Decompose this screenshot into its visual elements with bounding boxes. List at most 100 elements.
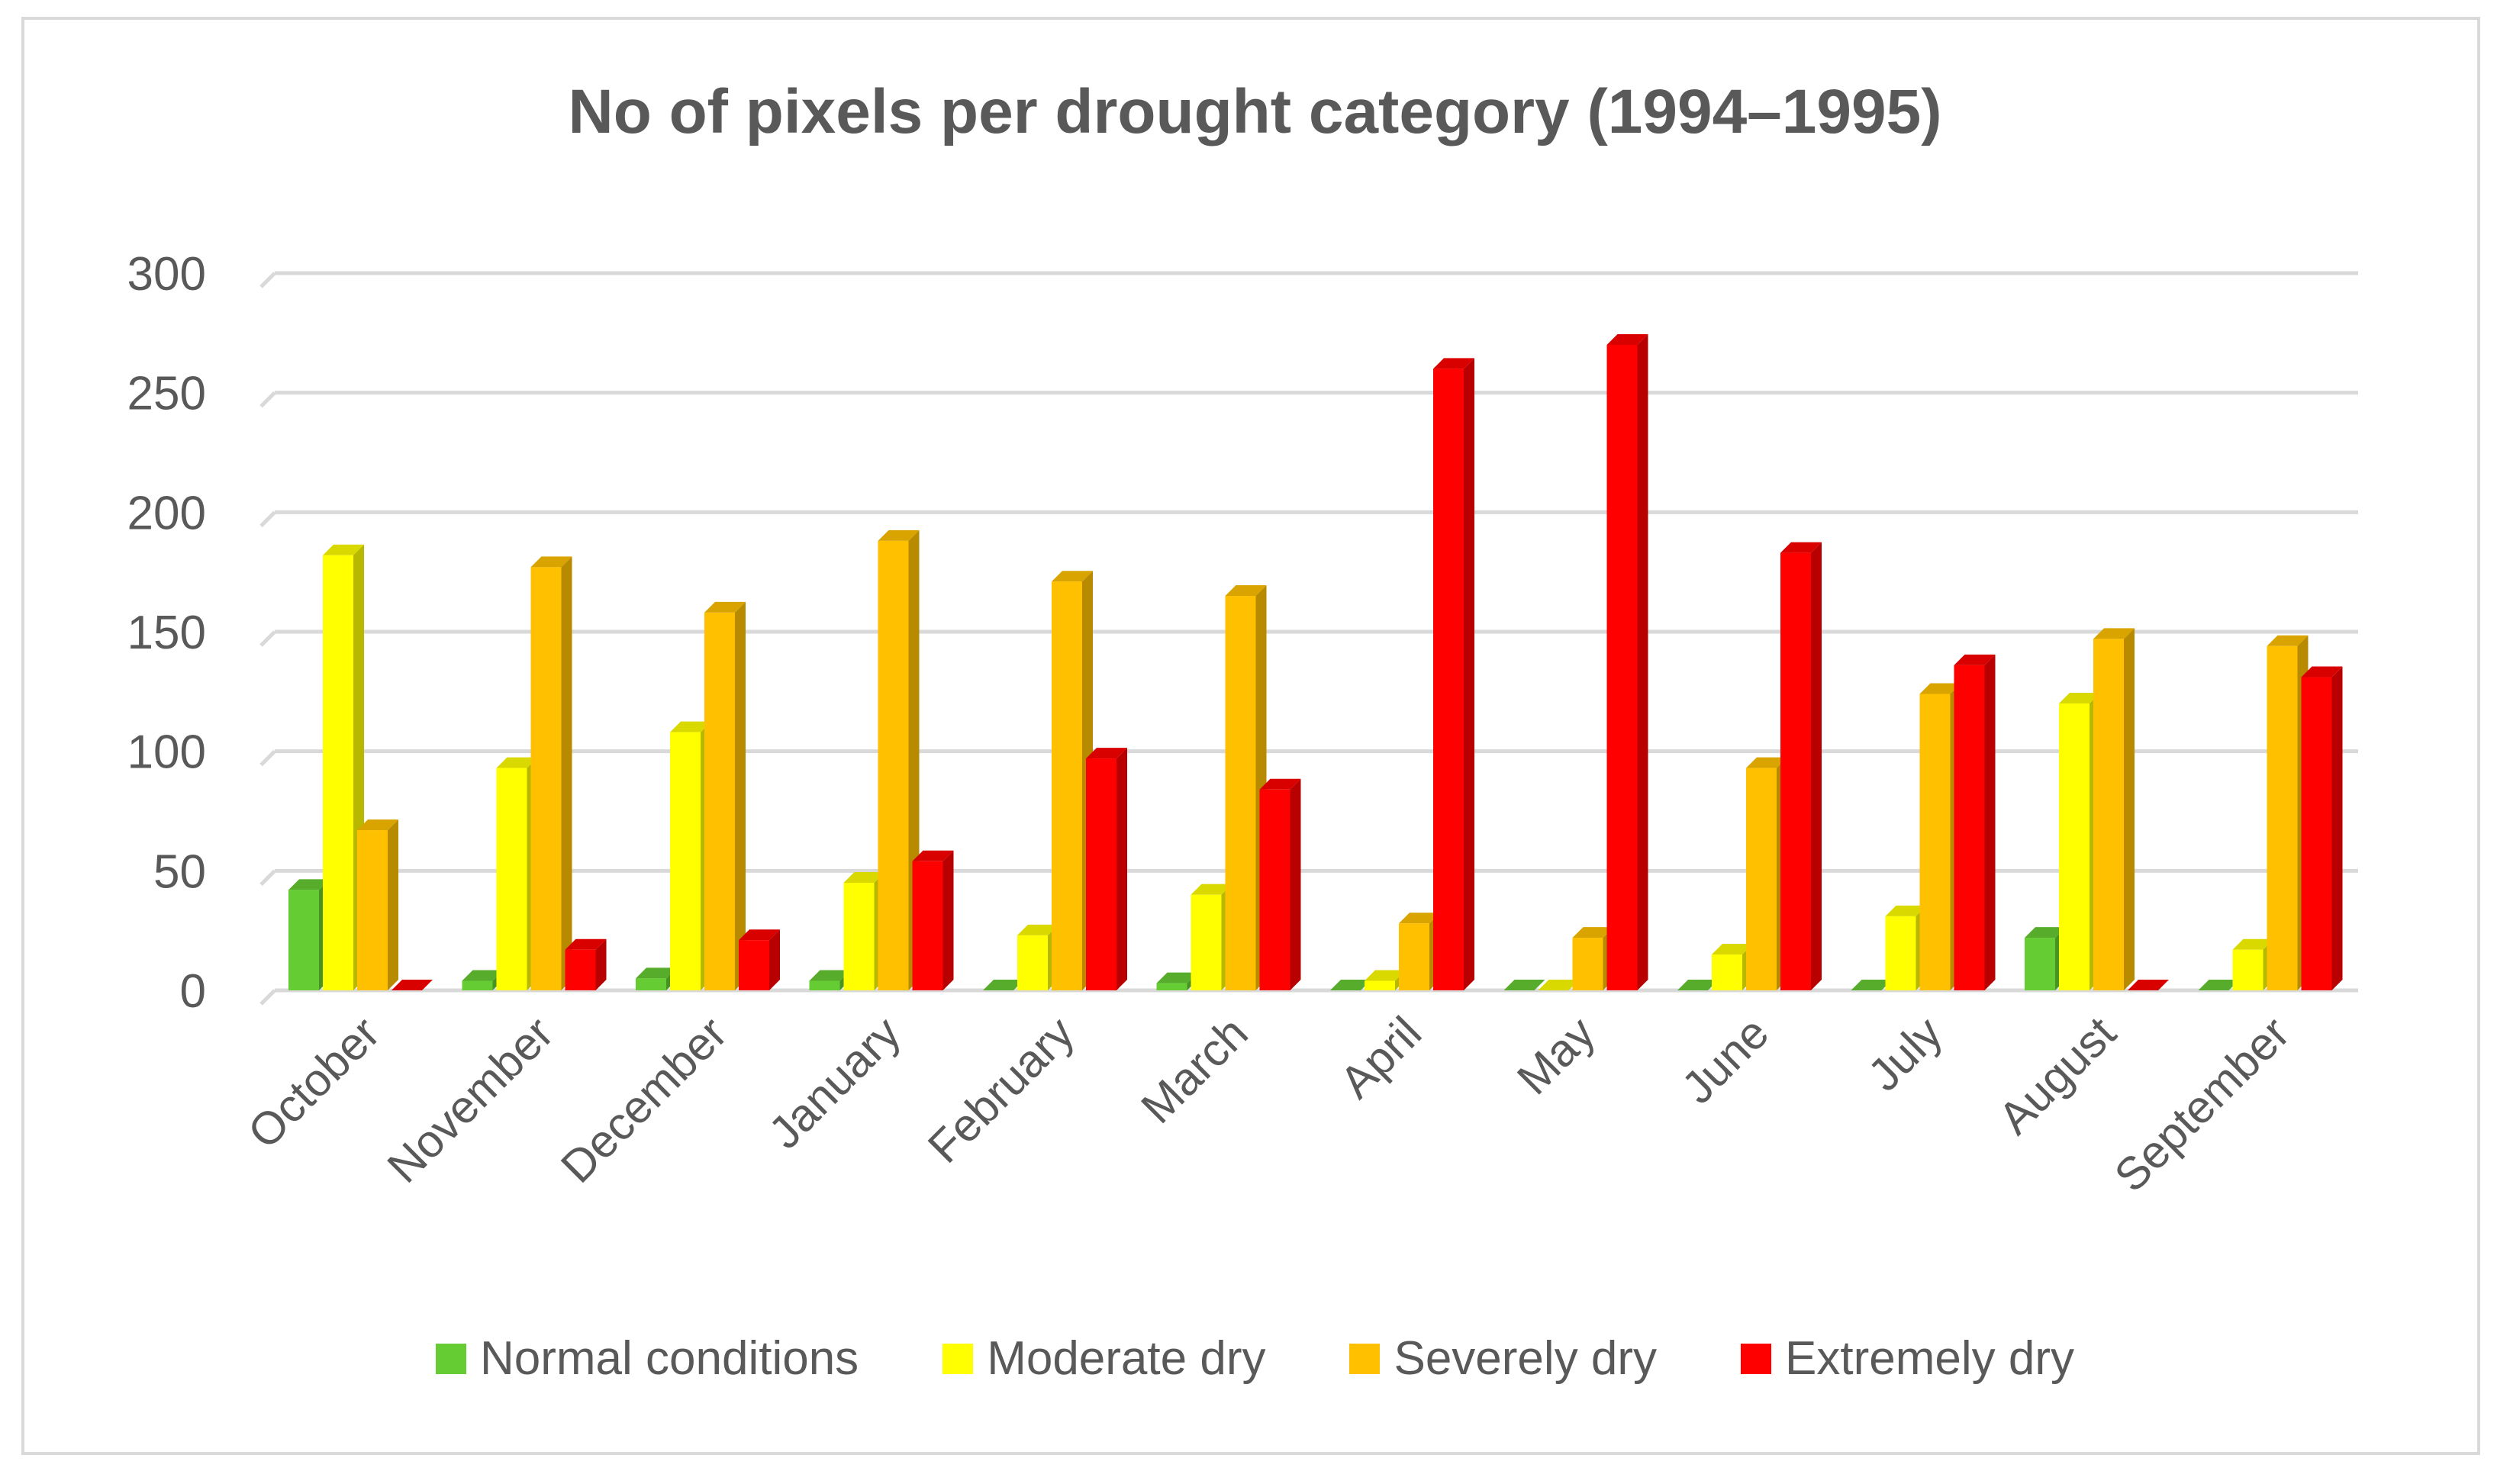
x-tick-label: June [1672, 1007, 1778, 1113]
bar-front [462, 980, 493, 990]
legend: Normal conditions Moderate dry Severely dr… [0, 1331, 2510, 1386]
bar-side [769, 929, 780, 990]
bar-side [1984, 654, 1996, 990]
bar-front [670, 732, 701, 990]
bar-front [1919, 694, 1951, 990]
bar-top [636, 967, 677, 979]
bar-front [2059, 703, 2090, 990]
gridline-depth [259, 989, 276, 1006]
bar [1780, 542, 1822, 990]
bar [288, 879, 330, 990]
bar [565, 938, 607, 990]
bar-front [1017, 935, 1048, 990]
gridline-depth [259, 749, 276, 767]
bar-front [809, 980, 840, 990]
x-tick-label: October [238, 1007, 389, 1158]
legend-item: Moderate dry [942, 1331, 1265, 1386]
gridline-depth [259, 869, 276, 887]
gridline-depth [259, 272, 276, 288]
bar-front [2267, 645, 2298, 990]
x-tick-label: February [918, 1007, 1084, 1173]
bar-side [1290, 778, 1301, 990]
bar [2093, 628, 2135, 990]
bar-top [1606, 334, 1648, 345]
bar-front [1572, 938, 1603, 990]
bar-top [1330, 980, 1371, 990]
bar-front [2301, 677, 2332, 990]
bar-front [288, 890, 319, 990]
bar-top [1746, 757, 1787, 768]
bar-top [809, 970, 851, 981]
bar [704, 601, 746, 990]
bar-top [843, 872, 885, 883]
bar-front [878, 540, 909, 990]
bar-front [1712, 954, 1742, 990]
bar-top [288, 879, 330, 890]
bar-top [530, 556, 572, 568]
legend-label: Moderate dry [987, 1332, 1266, 1385]
bar-front [1433, 369, 1464, 990]
bar-top [1225, 585, 1267, 596]
x-tick-label: August [1989, 1007, 2126, 1144]
bar-front [1225, 596, 1256, 990]
bar-front [636, 978, 666, 990]
bar [530, 556, 572, 990]
bar-top [1954, 654, 1996, 665]
y-tick-label: 50 [153, 845, 206, 898]
bar [1538, 980, 1580, 990]
bar-top [2198, 980, 2240, 990]
bar [1606, 334, 1648, 990]
bar-front [1259, 789, 1290, 990]
bar-top [704, 601, 746, 613]
bar-top [1086, 748, 1127, 759]
y-tick-label: 300 [127, 248, 206, 301]
bar-top [2301, 666, 2343, 678]
bar-front [1780, 552, 1811, 990]
bar-top [1259, 778, 1301, 790]
bar [1954, 654, 1996, 990]
bar-top [2093, 628, 2135, 639]
bar-side [2331, 666, 2343, 990]
bar [1503, 980, 1545, 990]
legend-item: Severely dry [1349, 1331, 1657, 1386]
x-tick-label: January [759, 1007, 910, 1158]
x-tick-label: May [1507, 1007, 1605, 1105]
bar-front [1086, 758, 1116, 990]
bar-side [561, 556, 572, 990]
bar-top [2025, 927, 2066, 938]
bar-front [323, 555, 353, 990]
bar-front [496, 768, 527, 990]
bar-front [704, 612, 735, 990]
bar-top [496, 757, 538, 768]
bar-front [1606, 345, 1638, 990]
bar-top [983, 980, 1024, 990]
bar-top [739, 929, 780, 941]
bar [2198, 980, 2240, 990]
bar-top [912, 850, 954, 861]
gridline-depth [259, 510, 276, 528]
bar [1259, 778, 1301, 990]
bar-front [1885, 916, 1916, 990]
bar-top [1156, 972, 1198, 983]
x-tick-label: December [551, 1007, 736, 1193]
bar [1330, 980, 1371, 990]
legend-label: Normal conditions [479, 1332, 859, 1385]
bar-front [2232, 949, 2264, 990]
bar-side [1464, 358, 1474, 990]
bar-top [1851, 980, 1893, 990]
bar-side [1637, 334, 1648, 990]
bar-top [2128, 980, 2169, 990]
legend-swatch [1741, 1343, 1772, 1374]
legend-swatch [942, 1343, 974, 1374]
bar-top [1919, 683, 1961, 694]
y-tick-label: 200 [127, 487, 206, 539]
bar-top [2232, 938, 2274, 950]
bar-top [878, 530, 920, 541]
bar-front [530, 567, 562, 990]
bar-front [2093, 639, 2124, 990]
bar-top [323, 544, 364, 555]
bar-top [357, 819, 398, 831]
bar [2267, 635, 2309, 990]
bar-side [1811, 542, 1822, 990]
